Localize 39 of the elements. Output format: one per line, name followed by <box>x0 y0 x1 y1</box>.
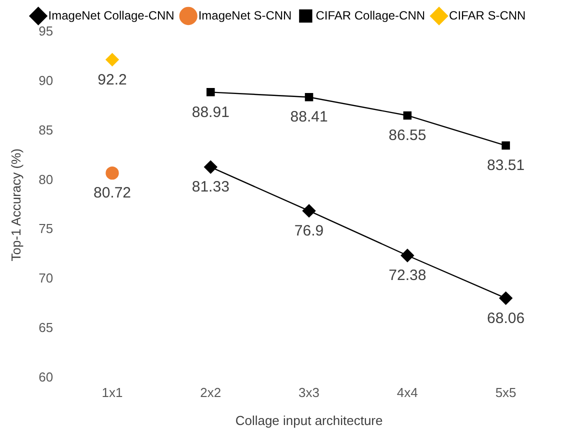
point <box>106 53 119 66</box>
x-tick-label: 3x3 <box>298 385 320 400</box>
data-label: 72.38 <box>388 267 426 284</box>
point <box>400 248 414 262</box>
data-label: 88.41 <box>290 108 328 126</box>
x-tick-label: 5x5 <box>495 385 516 400</box>
data-label: 81.33 <box>192 178 230 196</box>
data-label: 86.55 <box>388 127 426 144</box>
point <box>302 204 316 218</box>
legend-label: CIFAR Collage-CNN <box>316 8 426 22</box>
data-label: 92.2 <box>98 71 127 88</box>
y-tick-label: 80 <box>38 172 54 187</box>
point <box>499 292 512 305</box>
data-label: 68.06 <box>487 310 525 327</box>
y-tick-label: 95 <box>38 24 54 39</box>
point <box>304 92 314 102</box>
x-axis-title: Collage input architecture <box>235 412 383 428</box>
y-tick-label: 70 <box>38 270 54 286</box>
data-label: 88.91 <box>192 104 230 121</box>
x-tick-label: 2x2 <box>200 385 222 400</box>
point <box>403 111 412 120</box>
point <box>106 166 119 180</box>
point <box>502 141 510 150</box>
point <box>206 88 215 96</box>
legend-label: ImageNet S-CNN <box>198 8 292 22</box>
y-tick-label: 85 <box>38 122 54 138</box>
data-label: 80.72 <box>93 184 132 202</box>
y-axis-title: Top-1 Accuracy (%) <box>8 148 24 262</box>
point <box>204 160 218 174</box>
y-tick-label: 90 <box>38 72 54 88</box>
y-tick-label: 75 <box>38 221 54 236</box>
data-label: 76.9 <box>294 222 324 240</box>
data-label: 83.51 <box>487 157 525 174</box>
legend-label: CIFAR S-CNN <box>449 8 526 22</box>
x-tick-label: 4x4 <box>396 385 418 400</box>
x-tick-label: 1x1 <box>102 385 123 400</box>
legend-label: ImageNet Collage-CNN <box>48 8 174 22</box>
y-tick-label: 65 <box>38 320 54 335</box>
y-tick-label: 60 <box>38 369 54 384</box>
